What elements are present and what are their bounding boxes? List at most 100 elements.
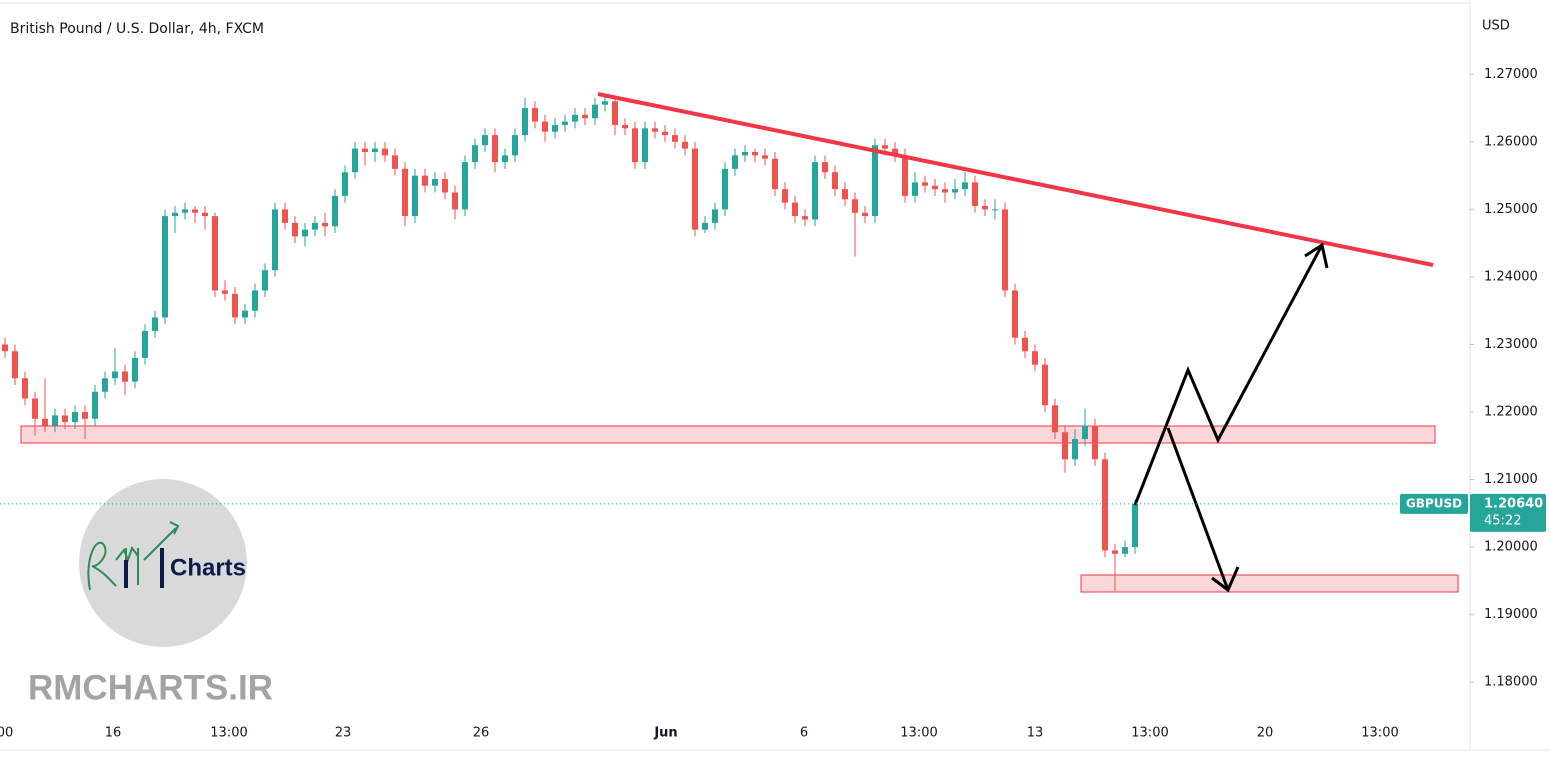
candle-body [182,209,188,213]
candle-body [112,371,118,379]
candle-body [192,209,198,213]
x-tick-label: 23 [335,726,352,741]
candle-body [752,151,758,156]
candle-body [492,135,498,163]
candle-body [702,222,708,230]
candle-body [842,189,848,200]
candle-body [552,124,558,132]
candle-body [262,270,268,291]
candle-body [292,222,298,237]
candle-body [712,209,718,223]
candle-body [832,172,838,190]
logo-text: Charts [170,554,246,581]
logo-bars [124,548,164,588]
y-tick-label: 1.25000 [1484,202,1538,217]
candle-body [1132,503,1138,548]
candle-body [422,175,428,186]
currency-label: USD [1482,19,1510,34]
candle-body [972,182,978,207]
candle-body [1042,364,1048,406]
candle-body [562,121,568,125]
candle-body [862,212,868,217]
candle-body [1052,405,1058,433]
candle-body [322,222,328,227]
last-price-label: 1.20640 [1484,496,1543,511]
candle-body [692,148,698,230]
arrow-head [1211,566,1240,593]
candle-body [1002,209,1008,291]
resistance-zone [20,425,1436,444]
candle-body [72,412,78,423]
candle-body [962,182,968,190]
candle-body [872,145,878,217]
candle-body [762,155,768,159]
candle-body [52,415,58,426]
y-tick-label: 1.19000 [1484,607,1538,622]
candle-body [852,199,858,213]
candle-body [202,212,208,217]
candle-body [732,155,738,169]
bullish-projection [1133,244,1324,506]
x-tick-label: 6 [800,726,808,741]
candle-body [782,189,788,203]
chart-title: British Pound / U.S. Dollar, 4h, FXCM [10,21,264,37]
candle-body [392,155,398,169]
candle-body [212,216,218,291]
candle-body [162,216,168,318]
bearish-projection [1166,427,1230,591]
y-tick-label: 1.23000 [1484,337,1538,352]
price-box [1470,493,1546,532]
ticker-label: GBPUSD [1406,496,1462,510]
candle-body [992,209,998,211]
ticker-box [1400,493,1468,514]
candle-body [622,124,628,129]
candle-body [682,141,688,149]
x-tick-label: 13:00 [210,726,247,741]
candle-body [402,168,408,217]
candle-body [302,229,308,237]
candle-body [2,344,8,352]
candle-body [22,378,28,399]
candle-body [982,206,988,210]
candle-body [222,290,228,294]
x-tick-label: 20 [1257,726,1274,741]
y-tick-label: 1.26000 [1484,134,1538,149]
candle-body [1112,550,1118,554]
countdown-label: 45:22 [1484,513,1521,528]
candle-body [152,317,158,331]
candle-body [372,148,378,152]
candle-body [602,101,608,105]
candle-body [722,168,728,210]
trendline [597,92,1434,267]
candle-body [922,182,928,186]
candle-body [1012,290,1018,338]
candle-body [1062,432,1068,460]
candle-body [342,172,348,196]
candle-body [822,162,828,173]
candle-body [1082,425,1088,440]
y-tick-label: 1.24000 [1484,269,1538,284]
candle-body [612,101,618,125]
candle-body [92,391,98,419]
candle-body [352,148,358,173]
support-zone [1080,574,1459,593]
candle-body [82,412,88,419]
candle-body [912,182,918,196]
candle-body [672,135,678,142]
candle-body [1122,547,1128,554]
candle-body [42,418,48,426]
y-tick-label: 1.22000 [1484,405,1538,420]
candle-body [942,189,948,193]
y-tick-label: 1.21000 [1484,472,1538,487]
candle-body [232,293,238,318]
candle-body [62,415,68,423]
candle-body [312,222,318,230]
candle-body [642,128,648,163]
candle-body [932,185,938,190]
candle-body [122,371,128,382]
candle-body [172,212,178,217]
candle-body [542,121,548,132]
candle-body [1092,425,1098,460]
candle-body [1102,459,1108,551]
